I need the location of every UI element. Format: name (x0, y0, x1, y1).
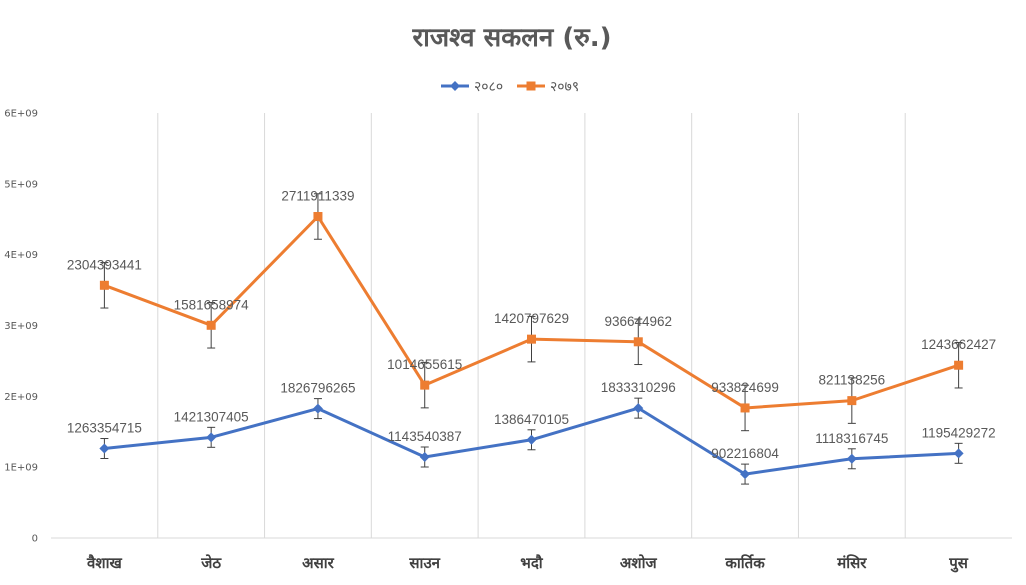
data-point (633, 337, 643, 347)
data-label: 1118316745 (815, 431, 888, 446)
data-point (419, 451, 430, 462)
x-axis: वैशाख जेठ असार साउन भदौ अशोज कार्तिक मंसिर पुस (86, 554, 969, 573)
x-tick-label: अशोज (620, 554, 658, 572)
x-tick-label: वैशाख (86, 554, 122, 572)
chart-title: राजश्व सकलन (रु.) (411, 23, 611, 53)
data-point (420, 380, 430, 390)
data-point (99, 443, 110, 454)
data-point (740, 403, 750, 413)
data-point (313, 212, 323, 222)
data-point (954, 360, 964, 370)
data-label: 1386470105 (494, 412, 569, 427)
data-label: 1581658974 (174, 297, 250, 312)
legend-marker (450, 81, 460, 91)
data-label: 821138256 (819, 373, 886, 388)
y-tick-label: 3E+09 (4, 321, 38, 332)
data-label: 2304393441 (67, 257, 142, 272)
x-tick-label: जेठ (200, 554, 222, 572)
data-label: 902216804 (711, 446, 779, 461)
data-point (846, 453, 857, 464)
data-point (206, 432, 217, 443)
data-label: 1420797629 (494, 311, 569, 326)
data-point (206, 320, 216, 330)
data-label: 933824699 (711, 380, 779, 395)
legend-label: २०८० (474, 79, 503, 95)
data-point (527, 334, 536, 344)
y-tick-label: 2E+09 (4, 392, 38, 403)
y-tick-label: 6E+09 (4, 109, 38, 120)
data-label: 1421307405 (174, 409, 249, 424)
y-tick-label: 5E+09 (4, 179, 38, 190)
data-label: 2711911339 (281, 189, 354, 204)
data-point (312, 403, 323, 414)
x-tick-label: भदौ (520, 554, 544, 572)
x-tick-label: साउन (408, 554, 440, 572)
gridlines (51, 113, 1012, 539)
plot-area: 2304393441 1581658974 2711911339 1014655615… (67, 189, 996, 485)
y-tick-label: 1E+09 (4, 463, 38, 474)
data-label: 1826796265 (280, 381, 355, 396)
legend-label: २०७९ (550, 79, 579, 95)
y-tick-label: 4E+09 (4, 250, 38, 261)
data-label: 1143540387 (388, 429, 462, 444)
y-tick-label: 0 (32, 534, 38, 545)
data-label: 1195429272 (922, 425, 996, 440)
data-label: 1263354715 (67, 421, 142, 436)
legend: २०८० २०७९ (441, 79, 579, 95)
data-point (953, 448, 964, 459)
data-point (99, 280, 109, 290)
x-tick-label: कार्तिक (724, 554, 766, 572)
data-label: 1014655615 (387, 357, 462, 372)
x-tick-label: पुस (948, 554, 969, 573)
data-label: 936644962 (604, 314, 672, 329)
data-label: 1243662427 (921, 337, 996, 352)
x-tick-label: असार (302, 554, 334, 572)
y-axis: 0 1E+09 2E+09 3E+09 4E+09 5E+09 6E+09 (4, 109, 38, 545)
data-point (526, 434, 537, 445)
data-label: 1833310296 (601, 380, 676, 395)
legend-marker (526, 81, 536, 91)
data-point (740, 469, 751, 480)
data-point (633, 403, 644, 414)
data-point (847, 396, 857, 406)
x-tick-label: मंसिर (836, 554, 867, 572)
